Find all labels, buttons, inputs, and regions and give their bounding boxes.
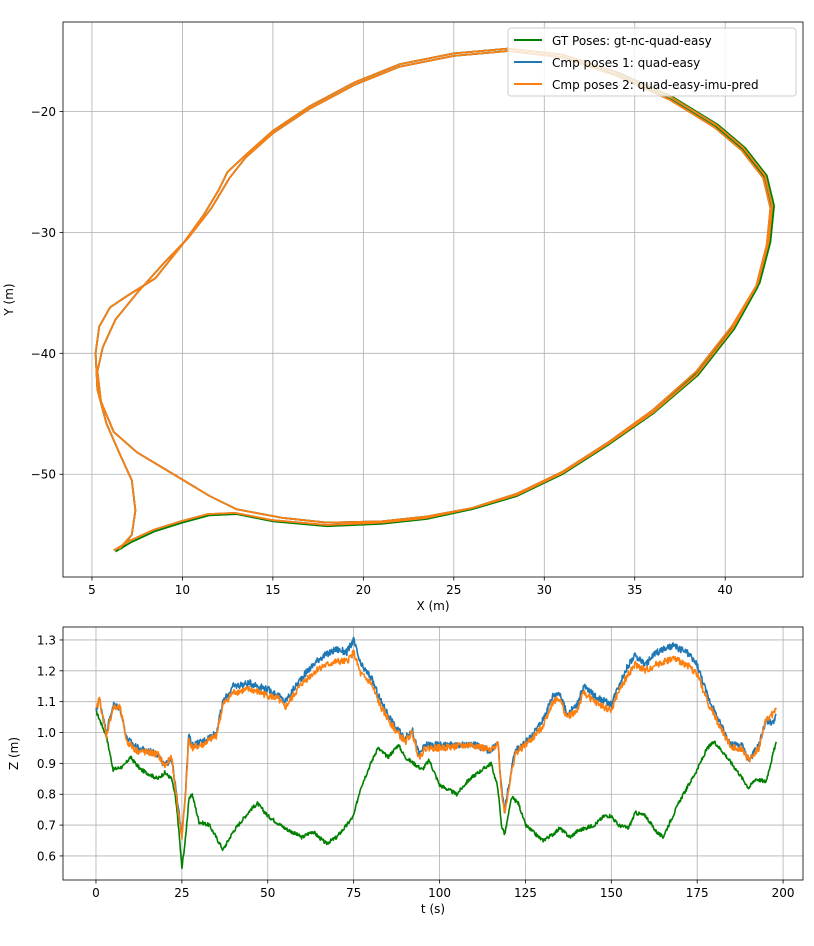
x-tick-label: 40 <box>718 583 733 597</box>
x-tick-label: 125 <box>514 886 537 900</box>
legend-label-gt: GT Poses: gt-nc-quad-easy <box>552 34 712 48</box>
x-tick-label: 175 <box>686 886 709 900</box>
series-line-gt <box>94 47 775 553</box>
x-axis-label: X (m) <box>416 599 449 613</box>
y-tick-label: −30 <box>31 226 56 240</box>
x-tick-label: 10 <box>175 583 190 597</box>
x-tick-label: 150 <box>600 886 623 900</box>
x-tick-label: 200 <box>772 886 795 900</box>
x-tick-label: 20 <box>356 583 371 597</box>
y-tick-label: 0.7 <box>37 819 56 833</box>
y-tick-label: 1.0 <box>37 726 56 740</box>
x-tick-label: 75 <box>346 886 361 900</box>
x-tick-label: 25 <box>174 886 189 900</box>
series-group <box>95 636 777 870</box>
axes-frame <box>62 626 804 881</box>
legend: GT Poses: gt-nc-quad-easy Cmp poses 1: q… <box>507 27 797 97</box>
series-line-cmp1 <box>95 636 777 835</box>
y-tick-label: 0.6 <box>37 849 56 863</box>
x-tick-label: 50 <box>260 886 275 900</box>
x-tick-label: 5 <box>88 583 96 597</box>
series-group <box>94 47 775 553</box>
xy-trajectory-axes: 5 10 15 20 25 30 35 40 −20 −30 −40 −50 X (m) Y (m) <box>2 21 804 613</box>
y-axis-label: Y (m) <box>2 283 16 316</box>
series-line-cmp2 <box>94 47 774 552</box>
legend-label-cmp2: Cmp poses 2: quad-easy-imu-pred <box>552 78 759 92</box>
y-tick-label: 0.8 <box>37 788 56 802</box>
axes-frame <box>62 21 804 578</box>
z-vs-time-axes: 0 25 50 75 100 125 150 175 200 0.6 0.7 0.8 0.9 1.0 1.1… <box>7 626 804 916</box>
x-axis-label: t (s) <box>421 902 445 916</box>
y-tick-label: 0.9 <box>37 757 56 771</box>
y-tick-label: 1.3 <box>37 633 56 647</box>
y-tick-label: 1.1 <box>37 695 56 709</box>
legend-box <box>507 27 797 97</box>
x-tick-label: 30 <box>537 583 552 597</box>
series-line-cmp2 <box>95 649 777 840</box>
y-tick-label: −20 <box>31 105 56 119</box>
series-line-gt <box>95 709 777 870</box>
x-tick-label: 25 <box>446 583 461 597</box>
y-axis-label: Z (m) <box>7 737 21 770</box>
legend-label-cmp1: Cmp poses 1: quad-easy <box>552 56 700 70</box>
x-tick-label: 0 <box>92 886 100 900</box>
x-tick-label: 35 <box>627 583 642 597</box>
y-tick-label: −40 <box>31 347 56 361</box>
x-tick-label: 100 <box>428 886 451 900</box>
x-tick-label: 15 <box>265 583 280 597</box>
series-line-cmp1 <box>94 47 774 552</box>
y-tick-label: −50 <box>31 468 56 482</box>
y-tick-label: 1.2 <box>37 664 56 678</box>
